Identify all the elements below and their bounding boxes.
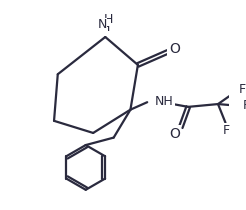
Text: F: F <box>239 83 246 96</box>
Text: N: N <box>98 18 107 32</box>
Text: O: O <box>169 42 180 56</box>
Text: O: O <box>169 127 180 141</box>
Text: H: H <box>103 13 113 26</box>
Text: F: F <box>242 99 246 112</box>
Text: NH: NH <box>155 95 173 108</box>
Text: F: F <box>223 124 230 137</box>
Text: H: H <box>101 21 110 34</box>
